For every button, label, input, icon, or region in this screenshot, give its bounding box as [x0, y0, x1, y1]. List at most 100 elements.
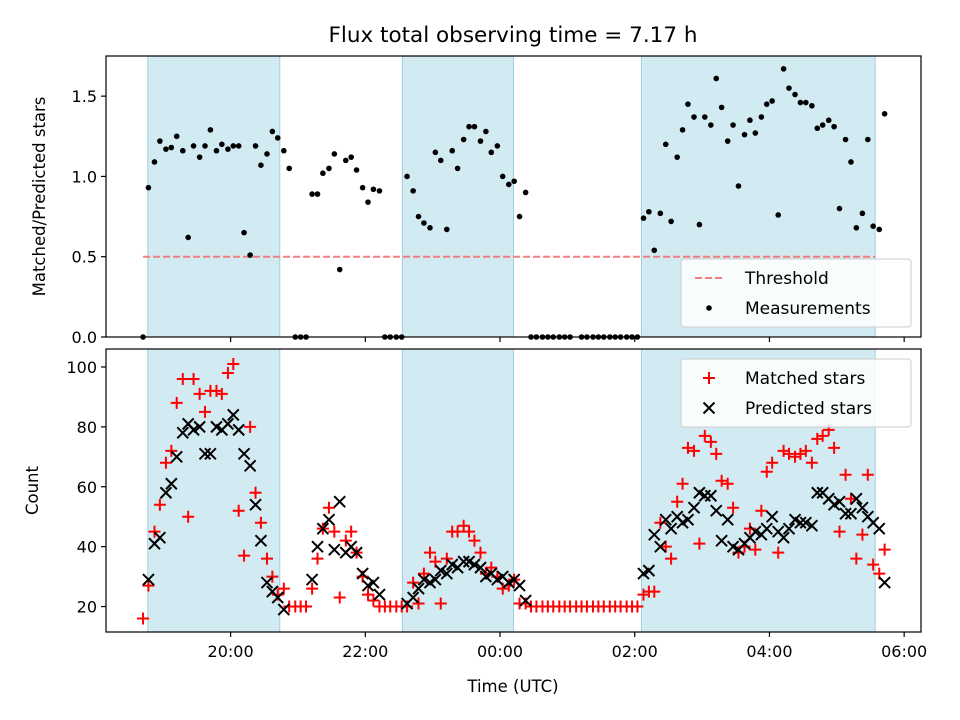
x-tick-label: 00:00 [477, 642, 523, 661]
data-point [765, 510, 779, 523]
data-point [235, 143, 242, 149]
data-point [755, 504, 768, 517]
y-tick-label: 0.0 [72, 328, 97, 347]
data-point [488, 149, 495, 156]
data-point [367, 594, 380, 607]
data-point [457, 555, 470, 568]
data-point [339, 534, 352, 547]
data-point [777, 444, 790, 457]
data-point [336, 266, 343, 273]
data-point [710, 504, 723, 517]
observing-window-band [147, 55, 281, 338]
data-point [474, 546, 487, 559]
data-point [741, 131, 748, 138]
data-point [227, 357, 240, 370]
axes-frame [105, 348, 922, 633]
data-point [642, 564, 656, 577]
data-point [244, 420, 257, 433]
y-tick-label: 60 [77, 478, 97, 497]
data-point [760, 522, 773, 535]
data-point [721, 513, 734, 526]
data-point [870, 223, 876, 230]
data-point [249, 498, 262, 511]
legend-label: Measurements [745, 299, 871, 319]
data-point [780, 66, 787, 72]
data-point [252, 143, 259, 149]
data-point [356, 567, 369, 580]
data-point [333, 591, 346, 604]
data-point [376, 188, 383, 194]
data-point [151, 159, 158, 165]
data-point [286, 165, 293, 172]
data-point [657, 210, 664, 217]
data-point [665, 552, 678, 565]
data-point [173, 133, 180, 140]
data-point [483, 128, 489, 135]
data-point [760, 465, 773, 478]
data-point [137, 612, 150, 625]
data-point [833, 525, 846, 538]
data-point [516, 213, 523, 220]
data-point [881, 111, 888, 117]
data-point [407, 576, 420, 589]
data-point [429, 573, 442, 586]
x-tick-label: 22:00 [342, 642, 388, 661]
data-point [370, 186, 377, 193]
series-matched-stars [137, 357, 891, 625]
data-point [789, 450, 802, 463]
data-point [471, 123, 478, 130]
data-point [816, 429, 829, 442]
series-predicted-stars [142, 408, 891, 616]
data-point [676, 477, 689, 490]
data-point [254, 516, 267, 529]
data-point [410, 188, 416, 194]
data-point [457, 519, 470, 532]
x-tick-label: 02:00 [612, 642, 658, 661]
data-point [232, 423, 245, 437]
data-point [681, 441, 694, 454]
data-point [687, 501, 701, 514]
data-point [353, 167, 360, 173]
data-point [309, 191, 315, 197]
data-point [772, 546, 785, 559]
data-point [844, 507, 858, 520]
data-point [466, 123, 472, 130]
data-point [505, 181, 512, 188]
data-point [326, 165, 332, 172]
data-point [637, 588, 650, 601]
data-point [631, 600, 644, 613]
data-point [468, 534, 481, 547]
data-point [696, 221, 703, 228]
data-point [460, 136, 467, 143]
data-point [747, 117, 753, 124]
x-axis-label: Time (UTC) [466, 677, 558, 696]
count-panel: 20 40 60 80 100 20:00 22:00 00:00 02:00 04:00 06:0… [23, 348, 927, 661]
data-point [427, 225, 433, 231]
data-point [640, 215, 647, 221]
data-point [648, 585, 661, 598]
data-point [444, 226, 450, 233]
data-point [227, 408, 240, 422]
data-point [320, 170, 326, 177]
data-point [345, 525, 358, 538]
data-point [522, 189, 529, 196]
data-point [404, 173, 410, 180]
data-point [853, 225, 860, 231]
data-point [362, 588, 375, 601]
data-point [187, 423, 200, 437]
data-point [249, 486, 262, 499]
data-point [749, 543, 762, 556]
data-point [688, 444, 701, 457]
data-point [145, 184, 152, 191]
data-point [811, 486, 824, 499]
legend: Threshold Measurements [680, 258, 912, 328]
data-point [417, 573, 431, 586]
data-point [710, 447, 723, 460]
data-point [782, 447, 795, 460]
data-point [668, 218, 674, 225]
y-tick-label: 1.5 [72, 87, 97, 106]
data-point [237, 447, 251, 461]
data-point [814, 125, 821, 132]
data-point [519, 594, 532, 607]
data-point [758, 114, 765, 120]
